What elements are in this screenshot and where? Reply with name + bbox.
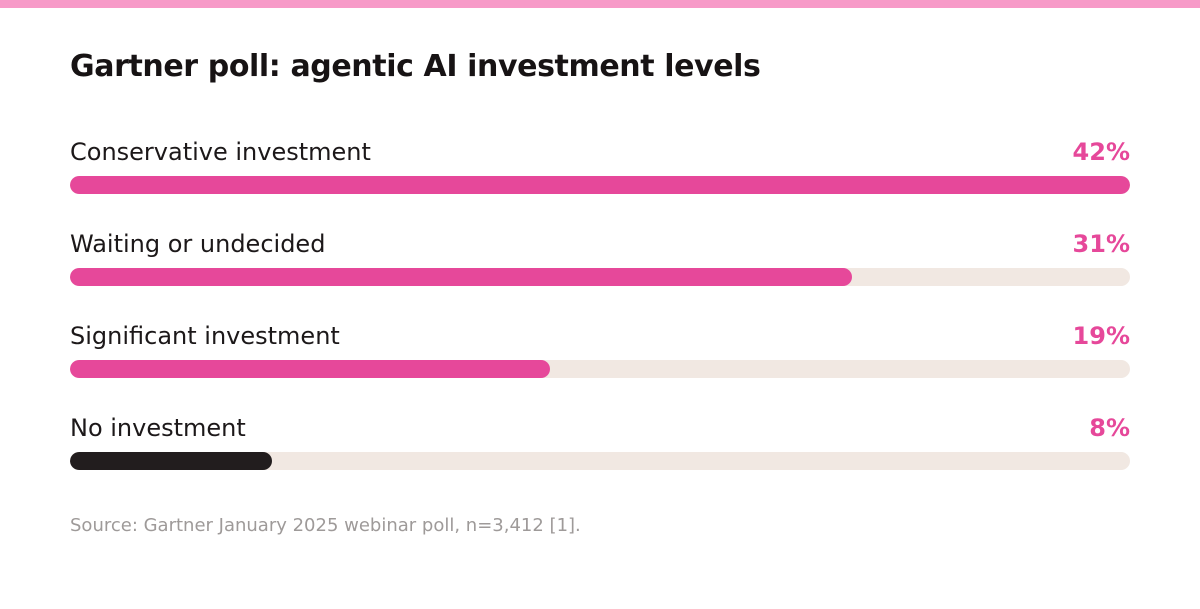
- value-label: 19%: [1072, 322, 1130, 350]
- chart-title: Gartner poll: agentic AI investment leve…: [70, 49, 761, 84]
- bar-fill: [70, 360, 550, 378]
- category-label: No investment: [70, 414, 246, 442]
- category-label: Significant investment: [70, 322, 340, 350]
- value-label: 8%: [1089, 414, 1130, 442]
- category-label: Waiting or undecided: [70, 230, 326, 258]
- value-label: 42%: [1072, 138, 1130, 166]
- bar-row-header: Waiting or undecided 31%: [70, 225, 1130, 267]
- bar-track: [70, 452, 1130, 470]
- bar-row-header: Significant investment 19%: [70, 317, 1130, 359]
- value-label: 31%: [1072, 230, 1130, 258]
- chart-card: Gartner poll: agentic AI investment leve…: [70, 0, 1130, 609]
- bar-row: No investment 8%: [70, 409, 1130, 501]
- bar-row-header: Conservative investment 42%: [70, 133, 1130, 175]
- source-note: Source: Gartner January 2025 webinar pol…: [70, 515, 581, 536]
- bar-track: [70, 268, 1130, 286]
- bar-fill: [70, 452, 272, 470]
- bar-track: [70, 360, 1130, 378]
- bar-row-header: No investment 8%: [70, 409, 1130, 451]
- bar-row: Waiting or undecided 31%: [70, 225, 1130, 317]
- bar-row: Significant investment 19%: [70, 317, 1130, 409]
- bar-fill: [70, 176, 1130, 194]
- category-label: Conservative investment: [70, 138, 371, 166]
- bar-row: Conservative investment 42%: [70, 133, 1130, 225]
- bar-rows: Conservative investment 42% Waiting or und…: [70, 133, 1130, 501]
- bar-fill: [70, 268, 853, 286]
- bar-track: [70, 176, 1130, 194]
- top-accent-stripe: [0, 0, 1200, 8]
